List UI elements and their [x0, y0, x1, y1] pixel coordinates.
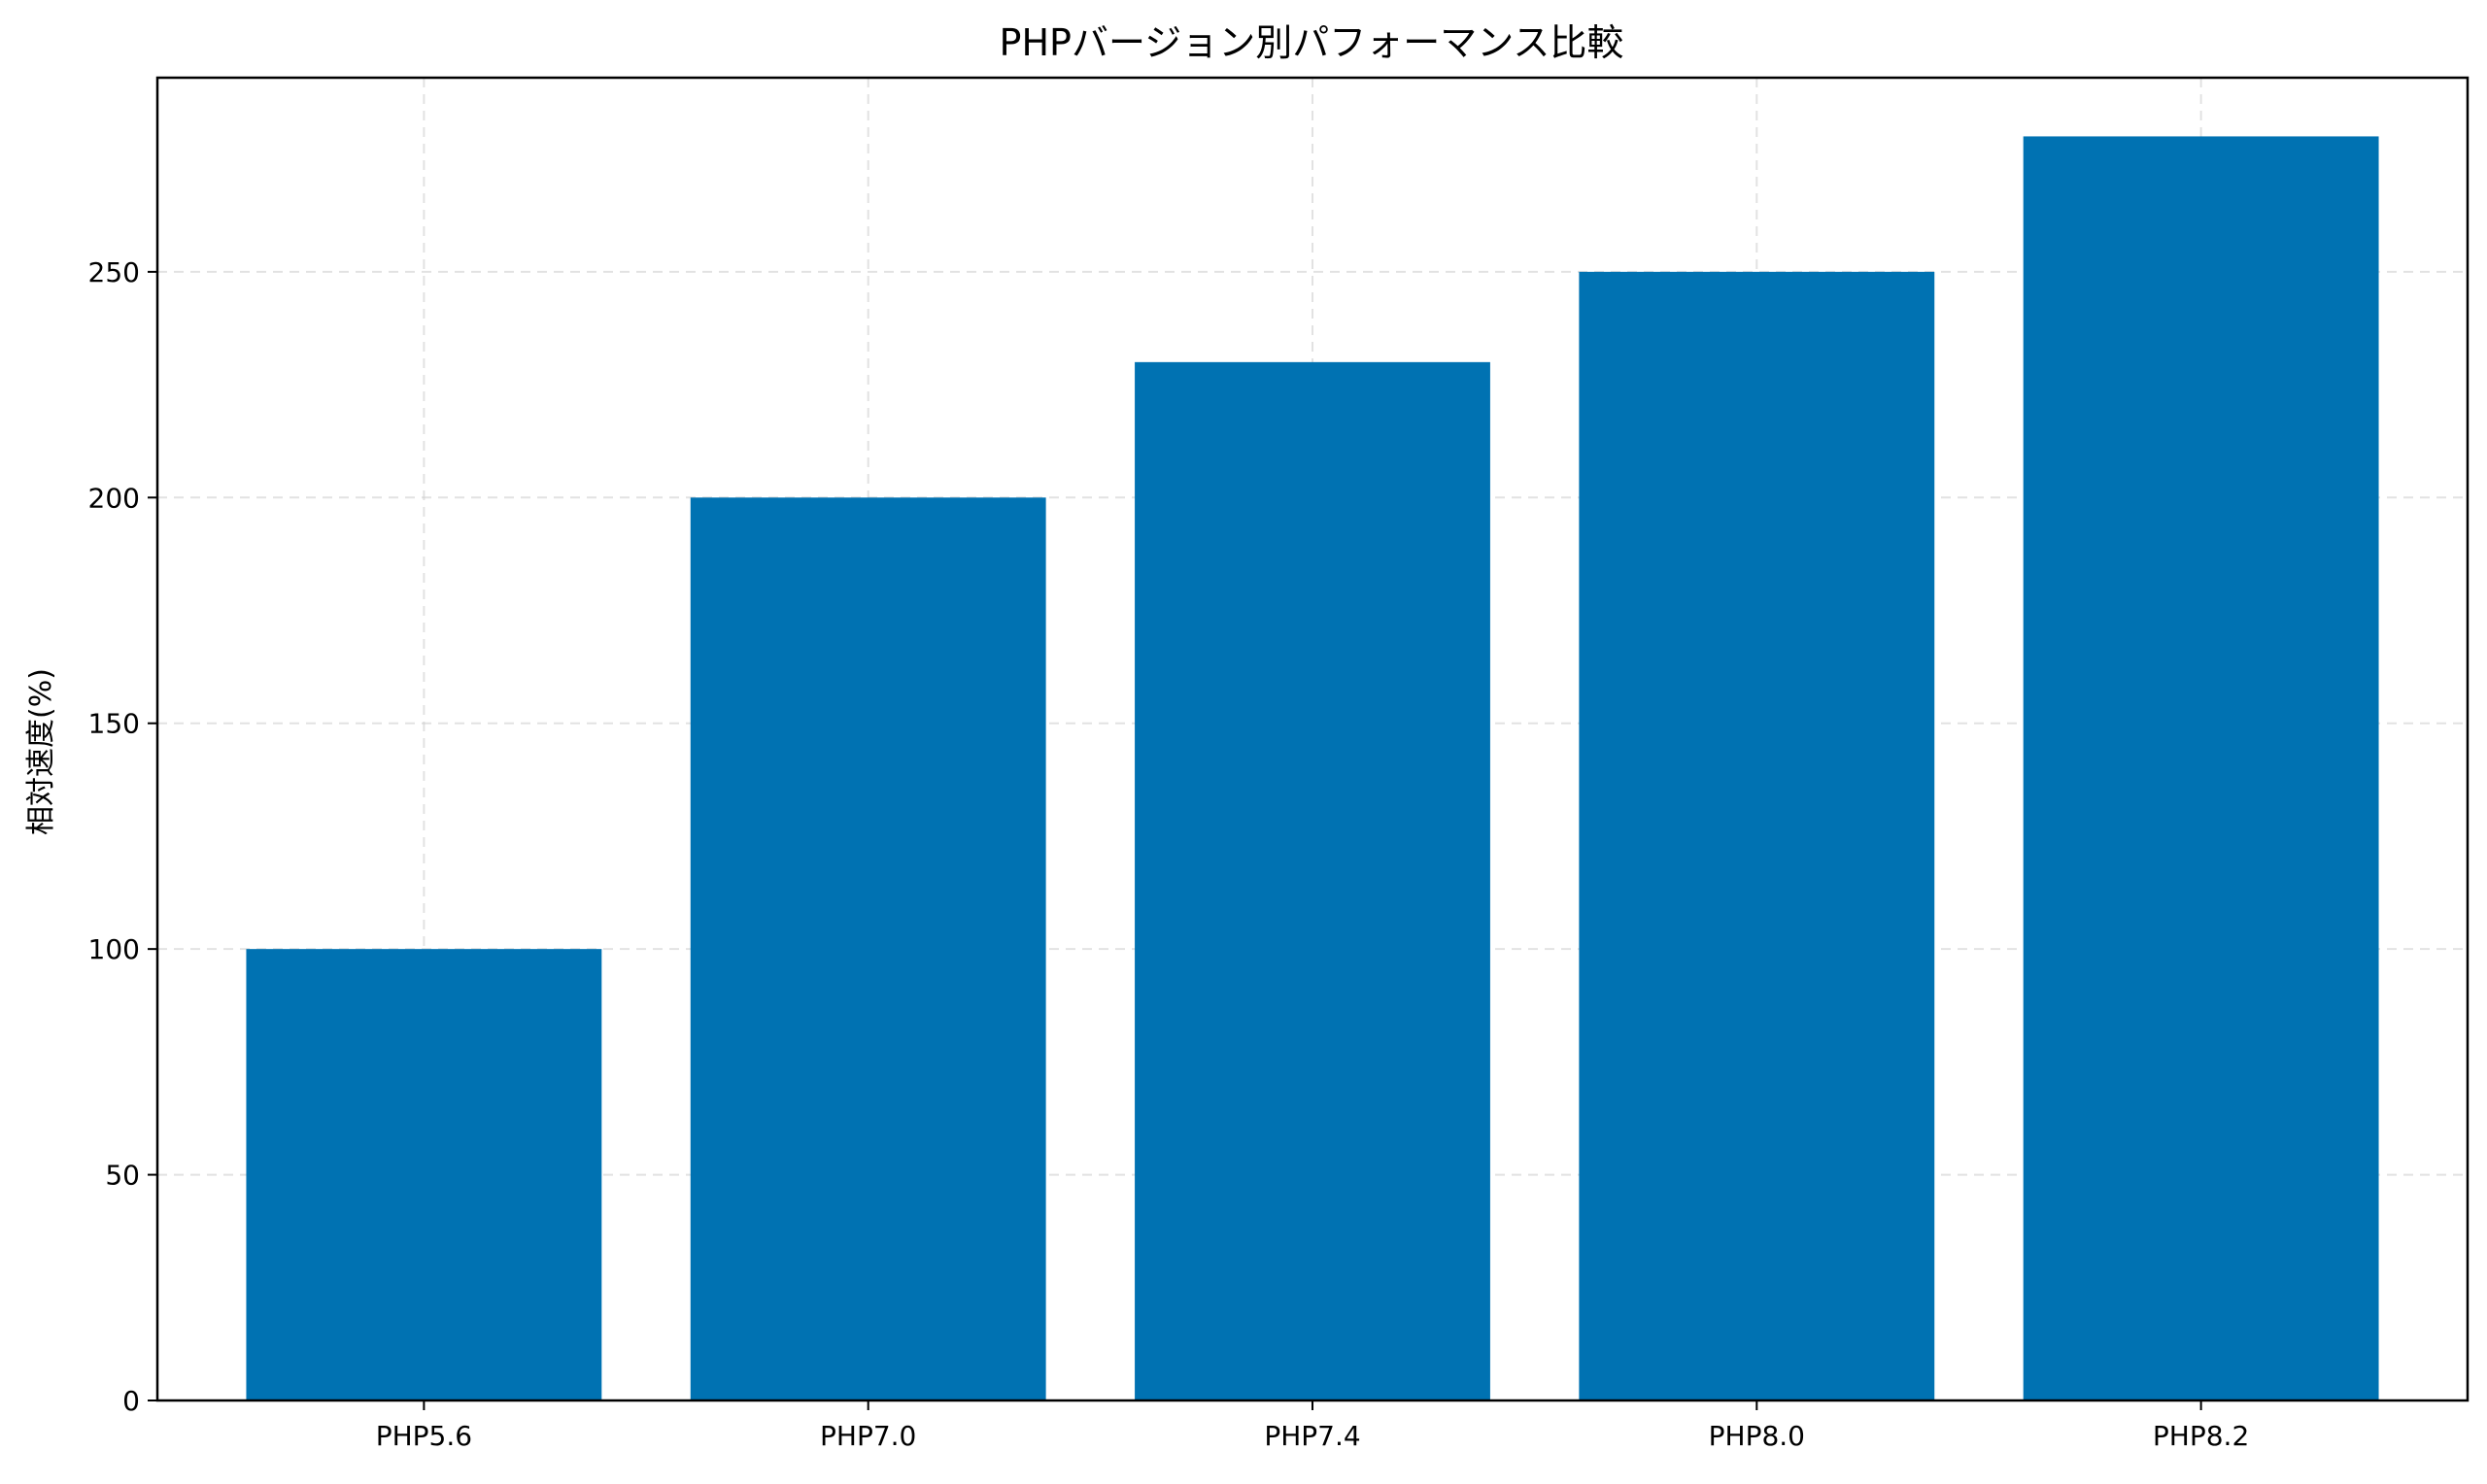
y-tick-label: 200 — [88, 482, 140, 514]
y-tick-label: 0 — [122, 1385, 140, 1417]
x-tick-label: PHP8.0 — [1709, 1420, 1805, 1452]
x-tick-label: PHP7.4 — [1264, 1420, 1360, 1452]
axis-ticks: 0 50 100 150 200 250 PHP5.6 PHP7.0 PHP7.4 PHP8.0 P… — [88, 256, 2250, 1452]
bar-php8-0 — [1579, 271, 1935, 1400]
y-tick-label: 100 — [88, 933, 140, 965]
x-tick-label: PHP7.0 — [820, 1420, 916, 1452]
x-tick-label: PHP8.2 — [2153, 1420, 2249, 1452]
y-tick-label: 250 — [88, 256, 140, 288]
bar-php7-0 — [690, 497, 1046, 1400]
bar-php5-6 — [246, 949, 602, 1400]
bar-php7-4 — [1135, 361, 1490, 1400]
y-axis-label: 相対速度(%) — [24, 668, 58, 835]
x-tick-label: PHP5.6 — [376, 1420, 472, 1452]
chart-title: PHPバージョン別パフォーマンス比較 — [1000, 21, 1624, 64]
y-tick-label: 150 — [88, 708, 140, 740]
y-tick-label: 50 — [105, 1160, 140, 1192]
bar-php8-2 — [2023, 136, 2379, 1400]
bars — [246, 136, 2379, 1400]
